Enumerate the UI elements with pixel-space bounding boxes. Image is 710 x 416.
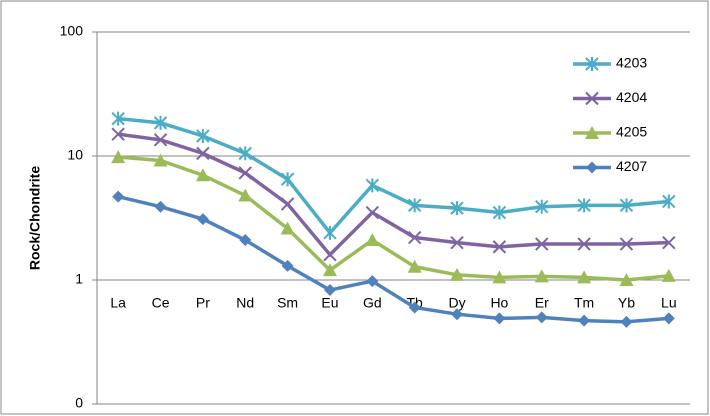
legend-label: 4203 xyxy=(616,55,647,71)
marker xyxy=(153,115,168,130)
x-tick-label: Gd xyxy=(363,295,382,311)
marker xyxy=(408,301,421,314)
legend-marker xyxy=(585,57,599,71)
marker xyxy=(153,153,168,167)
marker xyxy=(322,263,337,277)
x-tick-label: Er xyxy=(535,295,549,311)
marker xyxy=(280,197,295,211)
marker xyxy=(661,268,676,282)
y-axis-label: Rock/Chondrite xyxy=(27,166,43,270)
marker xyxy=(577,237,591,251)
legend-marker xyxy=(585,126,599,139)
marker xyxy=(450,235,464,250)
marker xyxy=(450,201,464,216)
x-tick-label: Tm xyxy=(574,295,594,311)
marker xyxy=(238,188,253,202)
marker xyxy=(493,312,506,325)
marker xyxy=(365,178,380,193)
marker xyxy=(365,205,380,220)
marker xyxy=(407,230,422,245)
marker xyxy=(323,284,336,297)
marker xyxy=(196,128,210,143)
marker xyxy=(492,270,507,284)
marker xyxy=(620,315,633,328)
marker xyxy=(492,205,507,220)
y-tick-label: 0 xyxy=(75,395,83,411)
marker xyxy=(280,221,295,235)
series-line xyxy=(118,155,669,282)
marker xyxy=(619,198,634,213)
marker xyxy=(238,166,252,180)
marker xyxy=(619,237,634,251)
marker xyxy=(450,267,465,281)
marker xyxy=(535,237,549,251)
marker xyxy=(534,269,549,283)
marker xyxy=(112,190,125,203)
x-tick-label: Nd xyxy=(236,295,254,311)
marker xyxy=(451,308,464,321)
x-tick-label: Ce xyxy=(152,295,170,311)
x-tick-label: Dy xyxy=(448,295,465,311)
marker xyxy=(323,225,337,240)
x-tick-label: Eu xyxy=(321,295,338,311)
marker xyxy=(407,259,422,273)
x-tick-label: Lu xyxy=(661,295,677,311)
x-tick-label: La xyxy=(110,295,126,311)
marker xyxy=(111,127,125,141)
marker xyxy=(535,199,549,214)
marker xyxy=(154,200,167,213)
x-tick-label: Pr xyxy=(196,295,210,311)
marker xyxy=(111,111,125,126)
marker xyxy=(196,213,209,226)
y-tick-label: 1 xyxy=(75,271,83,287)
marker xyxy=(535,311,548,324)
marker xyxy=(153,133,168,147)
legend-label: 4207 xyxy=(616,158,647,174)
legend-marker xyxy=(585,91,599,106)
marker xyxy=(662,312,675,325)
marker xyxy=(111,150,126,164)
marker xyxy=(365,233,380,247)
marker xyxy=(281,259,294,272)
marker xyxy=(196,146,210,161)
x-tick-label: Ho xyxy=(490,295,508,311)
marker xyxy=(577,270,592,284)
marker xyxy=(619,273,634,286)
x-tick-label: Sm xyxy=(277,295,298,311)
marker xyxy=(366,275,379,288)
y-tick-label: 100 xyxy=(60,23,84,39)
series-line xyxy=(118,116,669,236)
marker xyxy=(195,168,210,182)
y-tick-label: 10 xyxy=(67,147,83,163)
marker xyxy=(407,198,422,213)
x-tick-label: Yb xyxy=(618,295,635,311)
marker xyxy=(492,240,507,254)
marker xyxy=(662,235,676,250)
legend-label: 4204 xyxy=(616,89,647,105)
marker xyxy=(280,172,295,187)
marker xyxy=(323,247,337,262)
marker xyxy=(662,194,676,209)
marker xyxy=(239,234,252,247)
series-line xyxy=(117,194,669,324)
legend-label: 4205 xyxy=(616,124,647,140)
series-line xyxy=(117,132,669,258)
marker xyxy=(578,314,591,327)
legend-marker xyxy=(586,161,598,174)
marker xyxy=(238,146,252,161)
marker xyxy=(577,198,591,213)
